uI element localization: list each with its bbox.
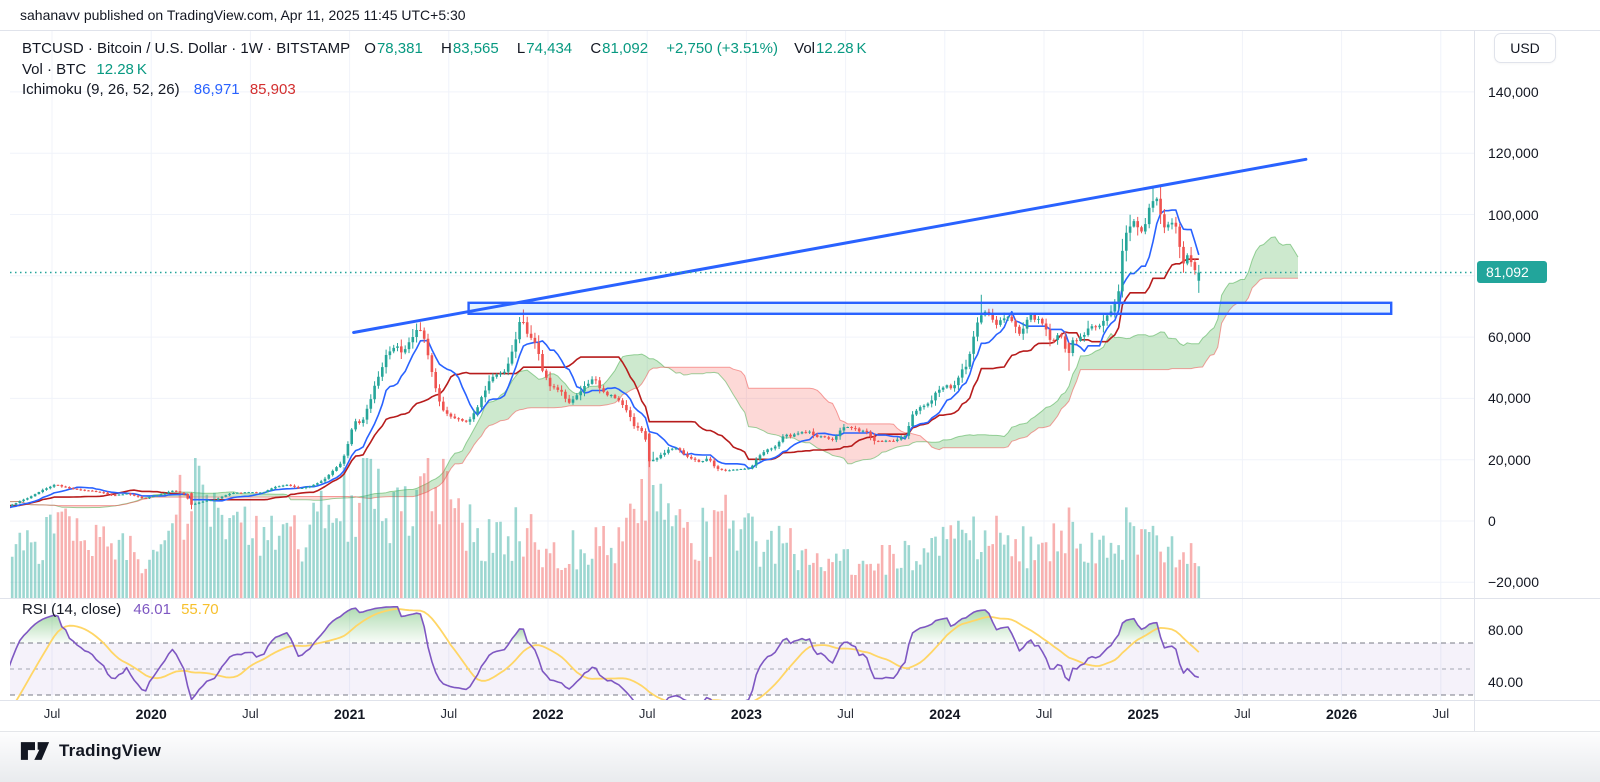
vol-value: 12.28 K xyxy=(816,40,867,57)
rsi-value: 46.01 xyxy=(133,601,171,618)
price-tick-label: 0 xyxy=(1488,513,1496,529)
time-tick-label: Jul xyxy=(837,706,854,721)
ichimoku-tenkan-value: 86,971 xyxy=(193,81,240,98)
time-tick-label: Jul xyxy=(1035,706,1053,721)
ohlc-open: O78,381 xyxy=(364,40,423,57)
time-tick-label: Jul xyxy=(440,706,458,721)
time-tick-label: Jul xyxy=(638,706,656,721)
ohlc-close: C81,092 xyxy=(590,40,649,57)
time-axis-separator xyxy=(0,700,1600,701)
ascending-trendline[interactable] xyxy=(352,157,1308,334)
vol-label: Vol xyxy=(794,40,816,57)
time-tick-label: Jul xyxy=(1234,706,1251,721)
ichimoku-legend-row[interactable]: Ichimoku (9, 26, 52, 26) 86,971 85,903 xyxy=(22,81,302,98)
time-tick-label: Jul xyxy=(242,706,259,721)
footer-bar: TradingView xyxy=(0,731,1600,782)
rsi-label: RSI (14, close) xyxy=(22,601,122,618)
price-tick-label: −20,000 xyxy=(1488,574,1539,591)
volume-bars xyxy=(10,458,1201,598)
candles xyxy=(10,185,1201,510)
time-tick-label: 2023 xyxy=(730,706,762,722)
footer-brand-link[interactable]: TradingView xyxy=(20,740,161,762)
time-tick-label: Jul xyxy=(43,706,61,721)
rsi-pane-separator xyxy=(0,598,1600,599)
time-tick-label: 2021 xyxy=(334,706,366,722)
price-tick-label: 40,000 xyxy=(1488,390,1531,407)
ichimoku-label: Ichimoku (9, 26, 52, 26) xyxy=(22,81,180,98)
header-separator xyxy=(0,30,1600,31)
price-tick-label: 20,000 xyxy=(1488,451,1531,468)
ohlc-low: L74,434 xyxy=(516,40,573,57)
user-drawings xyxy=(352,157,1393,334)
published-attribution: sahanavv published on TradingView.com, A… xyxy=(20,7,466,23)
header-bar: sahanavv published on TradingView.com, A… xyxy=(0,0,1600,30)
tradingview-logo-icon xyxy=(20,742,50,760)
ichimoku-kijun-value: 85,903 xyxy=(249,81,296,98)
price-tick-label: 120,000 xyxy=(1488,145,1539,162)
currency-toggle-button[interactable]: USD xyxy=(1494,33,1556,63)
time-tick-label: 2024 xyxy=(929,706,961,722)
volume-study-value: 12.28 K xyxy=(96,61,147,78)
volume-study-label: Vol · BTC xyxy=(22,61,87,78)
rsi-legend-row[interactable]: RSI (14, close) 46.01 55.70 xyxy=(22,601,225,618)
rsi-tick-label: 40.00 xyxy=(1488,674,1524,690)
ohlc-high: H83,565 xyxy=(441,40,499,57)
price-tick-label: 100,000 xyxy=(1488,206,1539,223)
footer-brand-text: TradingView xyxy=(59,741,162,760)
gridlines xyxy=(10,31,1474,700)
time-tick-label: 2020 xyxy=(135,706,167,722)
rsi-tick-label: 80.00 xyxy=(1488,622,1524,638)
time-tick-label: 2022 xyxy=(532,706,564,722)
price-tick-label: 140,000 xyxy=(1488,83,1539,100)
rsi-ma-value: 55.70 xyxy=(181,601,219,618)
volume-legend-row[interactable]: Vol · BTC 12.28 K xyxy=(22,61,153,78)
last-price-badge: 81,092 xyxy=(1477,261,1547,284)
time-tick-label: 2025 xyxy=(1127,706,1159,722)
resistance-zone-rectangle[interactable] xyxy=(467,301,1393,315)
time-tick-label: Jul xyxy=(1432,706,1450,721)
ichimoku-base-lines xyxy=(10,209,1200,509)
change-value: +2,750 (+3.51%) xyxy=(666,40,778,57)
symbol-title: BTCUSD · Bitcoin / U.S. Dollar · 1W · BI… xyxy=(22,40,351,57)
rsi-pane xyxy=(10,606,1474,700)
price-axis-separator xyxy=(1474,30,1475,731)
time-tick-label: 2026 xyxy=(1326,706,1358,722)
symbol-legend-row[interactable]: BTCUSD · Bitcoin / U.S. Dollar · 1W · BI… xyxy=(22,40,873,57)
price-tick-label: 60,000 xyxy=(1488,329,1531,346)
